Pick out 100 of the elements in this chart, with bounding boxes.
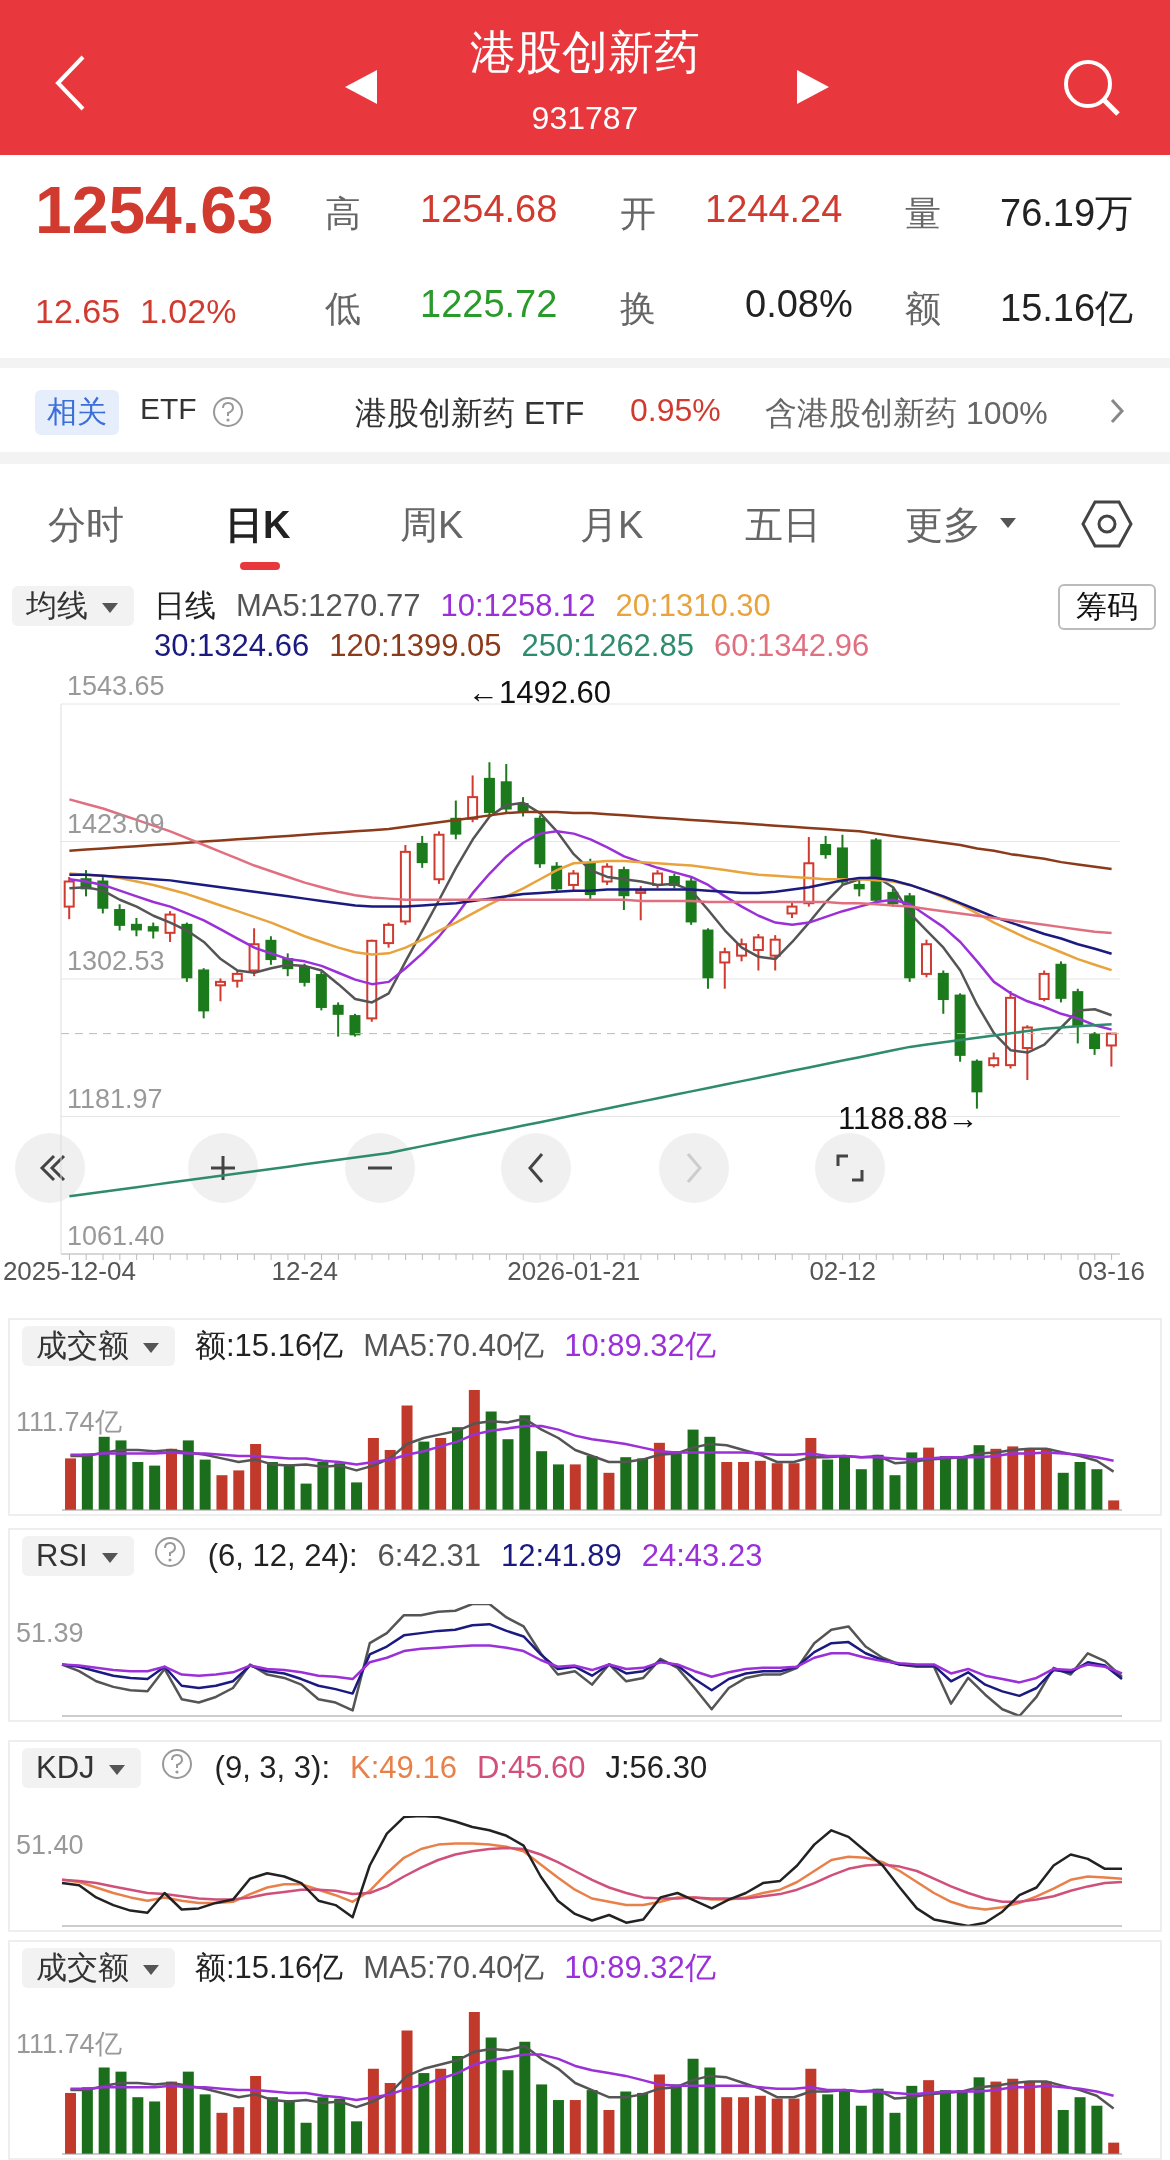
text: 10:1258.12 xyxy=(440,587,596,625)
text: 1225.72 xyxy=(420,283,558,326)
bar xyxy=(502,1439,514,1510)
bar xyxy=(889,2112,901,2154)
bar xyxy=(569,2100,581,2154)
bar xyxy=(637,2092,649,2154)
text: 周K xyxy=(400,503,464,548)
bar xyxy=(300,1483,312,1510)
text: 1244.24 xyxy=(705,188,843,231)
bar xyxy=(687,2058,699,2154)
bar xyxy=(738,2097,750,2154)
bar xyxy=(250,1444,262,1510)
chart-title: 成交额 xyxy=(22,1948,175,1988)
bar xyxy=(670,1451,682,1510)
bar xyxy=(822,2094,834,2154)
bar xyxy=(317,1462,329,1510)
bar xyxy=(721,2097,733,2154)
bar xyxy=(149,2101,161,2154)
bar xyxy=(367,1438,379,1510)
bar xyxy=(401,1405,413,1510)
bar xyxy=(939,2090,951,2154)
text: 分时 xyxy=(48,503,124,548)
bar xyxy=(98,1436,110,1510)
text: 低 xyxy=(325,287,361,331)
chart-subtitle: 额:15.16亿 xyxy=(195,1327,344,1365)
bar xyxy=(855,1469,867,1510)
bar xyxy=(771,1463,783,1510)
annotation: ←1492.60 xyxy=(468,674,612,712)
bar xyxy=(956,1456,968,1510)
bar xyxy=(1057,2109,1069,2154)
bar xyxy=(351,1482,363,1510)
y-tick-label: 1181.97 xyxy=(67,1083,163,1114)
bar xyxy=(872,2088,884,2154)
bar xyxy=(552,2100,564,2154)
bar xyxy=(839,1456,850,1510)
text: 12.65 xyxy=(35,292,121,331)
text: 10:89.32亿 xyxy=(564,1327,716,1365)
bar xyxy=(452,2056,464,2154)
bar xyxy=(973,2077,985,2154)
bar xyxy=(855,2105,867,2154)
bar xyxy=(721,1462,733,1510)
bar xyxy=(771,2098,783,2154)
x-tick-label: 2025-12-04 xyxy=(2,1256,136,1287)
series-label: 12:41.89 xyxy=(501,1537,622,1575)
x-tick-label: 12-24 xyxy=(271,1256,338,1287)
y-tick-label: 1061.40 xyxy=(67,1221,165,1252)
annotation: 51.39 xyxy=(16,1618,84,1649)
chart-subtitle: 日线 xyxy=(154,587,216,625)
bar xyxy=(805,1438,817,1510)
bar xyxy=(923,1447,935,1510)
bar xyxy=(1007,1446,1019,1510)
bar xyxy=(620,1457,632,1510)
bar xyxy=(452,1427,464,1510)
bar xyxy=(1091,2105,1103,2154)
bar xyxy=(485,2037,497,2154)
text: 24:43.23 xyxy=(641,1537,763,1575)
x-tick-label: 2026-01-21 xyxy=(507,1256,641,1287)
bar xyxy=(233,1470,245,1510)
bar xyxy=(485,1411,497,1510)
text: 相关 xyxy=(35,390,119,435)
bar xyxy=(65,2092,77,2154)
annotation: 51.40 xyxy=(16,1830,84,1861)
bar xyxy=(182,1440,194,1510)
text: 1.02% xyxy=(140,292,237,331)
bar xyxy=(906,2085,918,2154)
bar xyxy=(687,1429,699,1510)
text: 额 xyxy=(905,287,941,331)
bar xyxy=(620,2091,632,2154)
bar xyxy=(822,1459,834,1510)
chart-title: RSI xyxy=(22,1536,134,1576)
bar xyxy=(872,1454,884,1510)
text: 高 xyxy=(325,192,361,236)
bar xyxy=(435,1438,447,1510)
text: 换 xyxy=(620,287,656,331)
text: 1254.63 xyxy=(35,172,274,248)
text: 120:1399.05 xyxy=(329,627,502,665)
text: D:45.60 xyxy=(476,1749,586,1787)
chart-subtitle: 额:15.16亿 xyxy=(195,1949,344,1987)
bar xyxy=(1040,2081,1052,2154)
bar xyxy=(603,2109,615,2154)
bar xyxy=(569,1464,581,1510)
bar xyxy=(889,1475,901,1510)
x-tick-label: 03-16 xyxy=(1078,1256,1145,1287)
bar xyxy=(266,1462,278,1510)
text: 60:1342.96 xyxy=(713,627,870,665)
annotation: 111.74亿 xyxy=(16,1406,122,1439)
bar xyxy=(1074,1462,1086,1510)
bar xyxy=(351,2121,363,2154)
bar xyxy=(990,2081,1002,2154)
bar xyxy=(552,1464,564,1510)
bar xyxy=(956,2090,968,2154)
bar xyxy=(81,2087,93,2154)
bar xyxy=(384,2083,396,2154)
text: 港股创新药 xyxy=(469,25,701,80)
series-label: 6:42.31 xyxy=(377,1537,482,1575)
bar xyxy=(653,1442,665,1510)
bar xyxy=(98,2067,110,2154)
bar xyxy=(216,2112,228,2154)
chart-title: 均线 xyxy=(12,586,134,626)
bar xyxy=(266,2097,278,2154)
